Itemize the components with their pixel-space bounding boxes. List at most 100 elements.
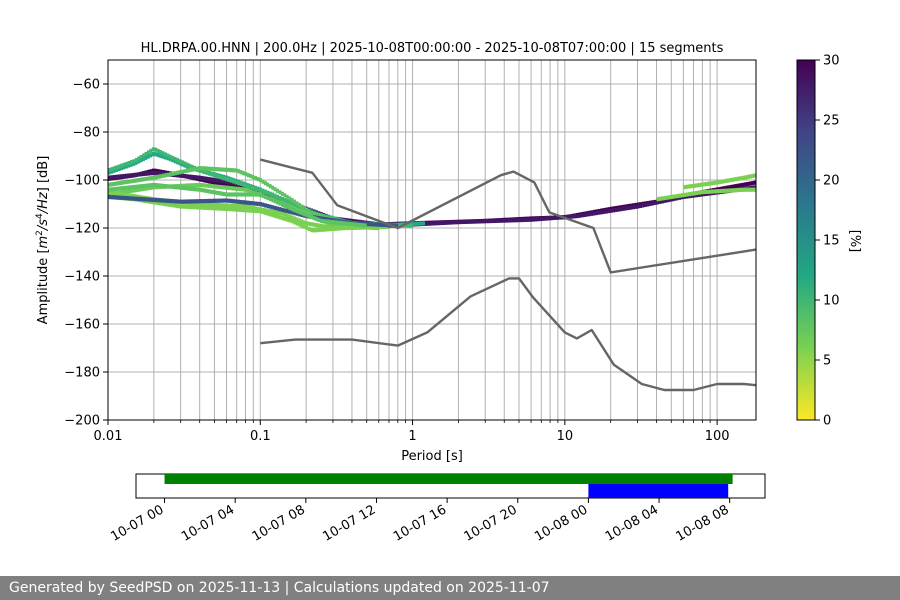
psd-cell xyxy=(200,175,204,181)
psd-cell xyxy=(242,187,245,192)
psd-cell xyxy=(507,218,511,223)
psd-cell xyxy=(185,174,189,179)
psd-cell xyxy=(244,183,248,188)
psd-cell xyxy=(144,151,148,157)
psd-cell xyxy=(198,168,201,173)
psd-cell xyxy=(161,173,165,178)
psd-cell xyxy=(232,168,236,173)
psd-cell xyxy=(188,183,192,188)
psd-cell xyxy=(195,175,199,180)
psd-cell xyxy=(178,204,182,209)
psd-cell xyxy=(719,179,723,184)
psd-cell xyxy=(205,176,209,181)
psd-cell xyxy=(251,175,255,180)
psd-cell xyxy=(110,169,114,174)
psd-cell xyxy=(519,217,523,223)
psd-cell xyxy=(154,182,158,188)
psd-cell xyxy=(166,156,170,161)
psd-cell xyxy=(283,212,287,217)
psd-cell xyxy=(280,202,284,207)
psd-cell xyxy=(146,186,150,191)
psd-cell xyxy=(278,211,282,216)
psd-cell xyxy=(132,172,136,178)
psd-cell xyxy=(188,163,192,168)
psd-cell xyxy=(217,206,221,211)
psd-cell xyxy=(181,199,184,204)
psd-cell xyxy=(154,152,158,157)
psd-cell xyxy=(580,213,584,218)
y-axis-label: Amplitude [m2/s4/Hz] [dB] xyxy=(35,156,51,325)
psd-cell xyxy=(159,201,163,206)
psd-cell xyxy=(193,201,197,206)
psd-cell xyxy=(142,197,145,202)
psd-cell xyxy=(724,178,728,184)
psd-cell xyxy=(614,207,618,213)
psd-cell xyxy=(203,205,206,210)
psd-cell xyxy=(683,192,687,197)
psd-cell xyxy=(259,207,262,212)
psd-cell xyxy=(144,197,148,202)
psd-cell xyxy=(322,224,326,229)
psd-cell xyxy=(137,178,141,183)
psd-cell xyxy=(741,182,745,187)
psd-cell xyxy=(139,177,143,182)
psd-cell xyxy=(207,198,211,204)
psd-cell xyxy=(480,219,484,224)
psd-cell xyxy=(595,210,599,216)
grid xyxy=(107,60,756,421)
psd-cell xyxy=(249,185,253,190)
psd-cell xyxy=(110,182,114,187)
psd-cell xyxy=(239,184,243,189)
psd-cell xyxy=(166,198,170,203)
psd-cell xyxy=(278,207,282,212)
psd-cell xyxy=(256,209,260,214)
psd-cell xyxy=(227,198,231,203)
psd-cell xyxy=(108,187,111,192)
psd-cell xyxy=(129,173,133,178)
psd-cell xyxy=(678,193,682,198)
psd-cell xyxy=(224,198,228,203)
psd-cell xyxy=(159,149,163,155)
psd-cell xyxy=(212,190,216,195)
psd-cell xyxy=(307,226,311,232)
psd-cell xyxy=(159,174,163,179)
psd-cell xyxy=(120,180,124,185)
psd-cell xyxy=(529,217,533,222)
psd-cell xyxy=(549,216,552,221)
psd-cell xyxy=(378,225,382,230)
psd-cell xyxy=(125,161,128,167)
psd-cell xyxy=(220,206,223,211)
psd-cell xyxy=(203,176,206,181)
psd-cell xyxy=(665,198,669,203)
psd-cell xyxy=(244,187,248,192)
psd-cell xyxy=(203,169,206,175)
psd-cell xyxy=(322,216,326,221)
psd-cell xyxy=(117,174,121,179)
psd-cell xyxy=(178,159,182,164)
psd-cell xyxy=(217,184,221,190)
psd-cell xyxy=(212,166,216,172)
psd-cell xyxy=(188,204,192,210)
psd-cell xyxy=(217,191,221,196)
psd-cell xyxy=(483,219,487,224)
psd-cell xyxy=(307,209,311,214)
psd-cell xyxy=(176,173,180,178)
psd-cell xyxy=(651,201,655,206)
psd-cell xyxy=(727,188,731,193)
psd-cell xyxy=(234,186,238,191)
psd-cell xyxy=(748,181,752,186)
psd-cell xyxy=(144,155,148,160)
psd-cell xyxy=(222,176,226,181)
psd-cell xyxy=(263,203,267,208)
psd-cell xyxy=(149,183,153,188)
psd-cell xyxy=(746,181,750,187)
psd-cell xyxy=(488,218,491,224)
psd-cell xyxy=(132,194,136,199)
psd-cell xyxy=(290,207,294,212)
colorbar-ticks: 0 5 10 15 20 25 30 xyxy=(815,54,840,429)
psd-cell xyxy=(288,196,292,201)
psd-cell xyxy=(271,209,275,214)
psd-cell xyxy=(210,202,214,207)
psd-cell xyxy=(203,198,206,204)
psd-cell xyxy=(210,179,214,184)
